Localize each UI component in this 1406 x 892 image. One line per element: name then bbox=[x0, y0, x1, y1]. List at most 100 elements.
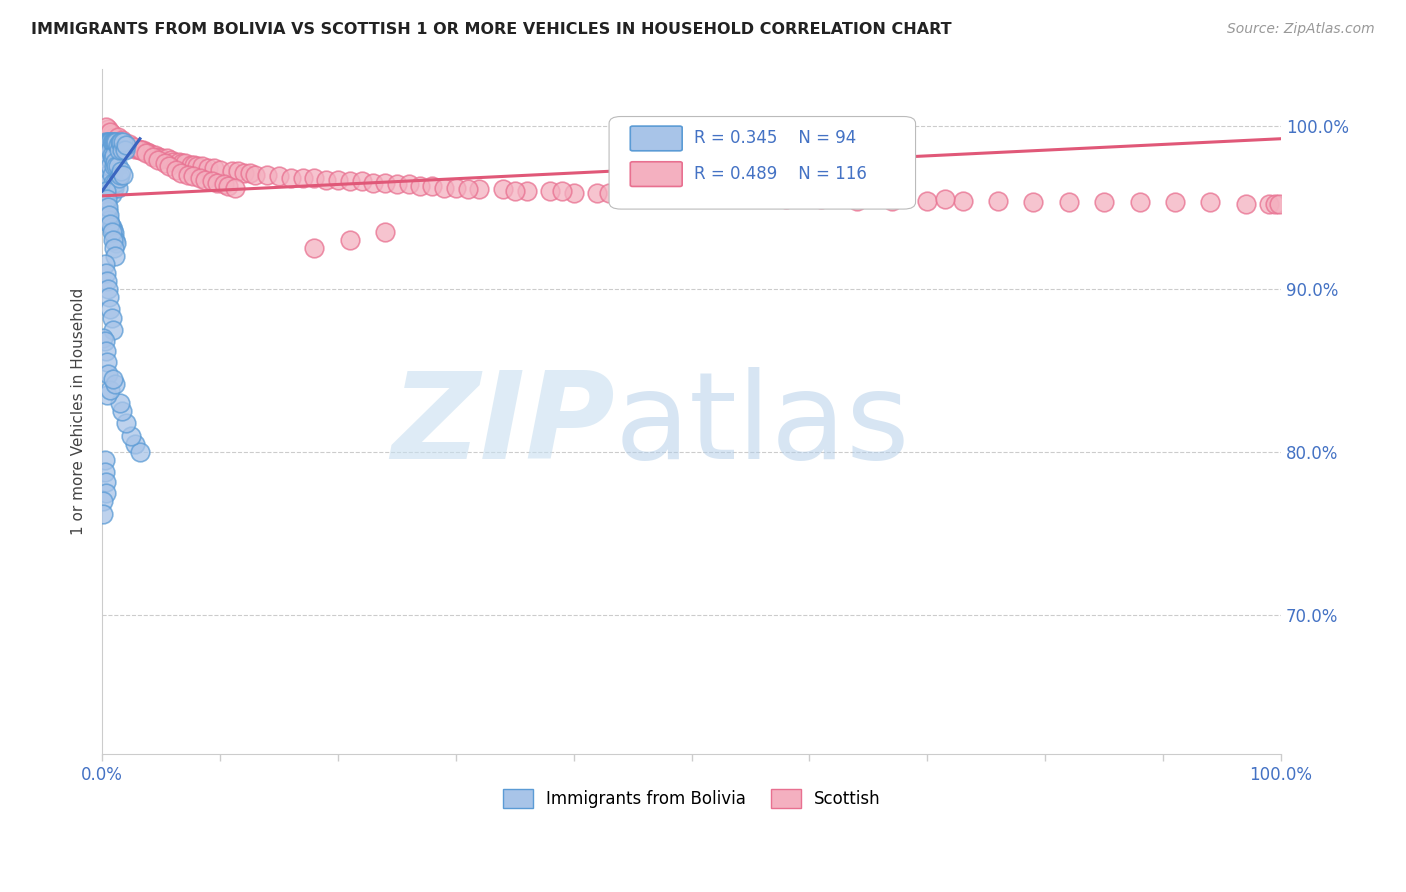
Point bbox=[104, 376, 127, 391]
Point bbox=[952, 194, 974, 208]
Point bbox=[551, 184, 574, 198]
Point bbox=[212, 178, 235, 192]
Point bbox=[103, 180, 125, 194]
Point bbox=[108, 135, 131, 149]
Point bbox=[105, 135, 128, 149]
Point bbox=[94, 120, 117, 135]
Point bbox=[132, 143, 155, 157]
Point bbox=[170, 166, 193, 180]
Point bbox=[166, 162, 188, 177]
Point bbox=[148, 150, 170, 164]
Point bbox=[238, 166, 260, 180]
Point bbox=[100, 135, 122, 149]
Point bbox=[420, 179, 443, 194]
Point bbox=[156, 151, 179, 165]
Point bbox=[339, 174, 361, 188]
Point bbox=[103, 130, 125, 145]
Point bbox=[94, 266, 117, 280]
Point bbox=[103, 148, 125, 162]
Point bbox=[232, 166, 254, 180]
Point bbox=[1199, 195, 1222, 210]
Point bbox=[141, 148, 163, 162]
Point bbox=[326, 172, 349, 186]
Point bbox=[97, 143, 120, 157]
Point bbox=[159, 153, 181, 167]
Point bbox=[100, 168, 122, 182]
Point bbox=[181, 169, 204, 184]
Point bbox=[117, 138, 139, 153]
Point bbox=[129, 143, 152, 157]
Point bbox=[433, 180, 456, 194]
Point bbox=[94, 343, 117, 358]
Point bbox=[681, 189, 703, 203]
Point bbox=[186, 160, 208, 174]
Text: IMMIGRANTS FROM BOLIVIA VS SCOTTISH 1 OR MORE VEHICLES IN HOUSEHOLD CORRELATION : IMMIGRANTS FROM BOLIVIA VS SCOTTISH 1 OR… bbox=[31, 22, 952, 37]
Point bbox=[810, 192, 832, 206]
Point bbox=[173, 156, 195, 170]
Point bbox=[110, 164, 132, 178]
Point bbox=[120, 429, 142, 443]
Point bbox=[93, 465, 115, 479]
Point bbox=[101, 135, 124, 149]
Point bbox=[124, 437, 146, 451]
Point bbox=[114, 143, 136, 157]
Point bbox=[110, 135, 132, 149]
Point bbox=[104, 154, 127, 169]
Point bbox=[100, 148, 122, 162]
Point bbox=[103, 160, 125, 174]
Point bbox=[96, 197, 118, 211]
Point bbox=[101, 323, 124, 337]
Point bbox=[129, 143, 152, 157]
Point bbox=[101, 176, 124, 190]
Point bbox=[118, 136, 141, 151]
Legend: Immigrants from Bolivia, Scottish: Immigrants from Bolivia, Scottish bbox=[496, 782, 887, 814]
Point bbox=[209, 162, 232, 177]
Point bbox=[157, 160, 180, 174]
Point bbox=[315, 172, 337, 186]
Point bbox=[492, 182, 515, 196]
Point bbox=[1164, 195, 1187, 210]
Point bbox=[97, 176, 120, 190]
Y-axis label: 1 or more Vehicles in Household: 1 or more Vehicles in Household bbox=[72, 288, 86, 535]
Point bbox=[112, 135, 135, 149]
Point bbox=[202, 161, 225, 175]
Point bbox=[94, 486, 117, 500]
FancyBboxPatch shape bbox=[630, 161, 682, 186]
Point bbox=[94, 184, 117, 198]
Point bbox=[124, 141, 146, 155]
Point bbox=[180, 158, 202, 172]
Point bbox=[934, 192, 956, 206]
Point bbox=[104, 249, 127, 263]
Point bbox=[880, 194, 903, 208]
Point bbox=[93, 453, 115, 467]
Point bbox=[100, 217, 122, 231]
Point bbox=[104, 135, 127, 149]
Point bbox=[93, 192, 115, 206]
Point bbox=[704, 190, 727, 204]
Point bbox=[917, 194, 939, 208]
Point bbox=[562, 186, 585, 200]
Text: atlas: atlas bbox=[614, 367, 911, 483]
Point bbox=[112, 135, 135, 149]
Point bbox=[98, 213, 121, 227]
Point bbox=[129, 445, 152, 459]
Point bbox=[121, 140, 143, 154]
Point bbox=[96, 274, 118, 288]
Point bbox=[96, 355, 118, 369]
Point bbox=[516, 184, 538, 198]
Point bbox=[100, 187, 122, 202]
Point bbox=[350, 174, 373, 188]
Point bbox=[96, 192, 118, 206]
Point bbox=[374, 176, 396, 190]
Point bbox=[538, 184, 561, 198]
Point bbox=[1264, 197, 1286, 211]
Point bbox=[111, 133, 134, 147]
Point bbox=[100, 125, 122, 139]
Point bbox=[201, 174, 224, 188]
Point bbox=[221, 164, 243, 178]
Point bbox=[97, 122, 120, 136]
Point bbox=[94, 160, 117, 174]
Point bbox=[226, 164, 249, 178]
Point bbox=[363, 176, 385, 190]
Point bbox=[205, 176, 228, 190]
